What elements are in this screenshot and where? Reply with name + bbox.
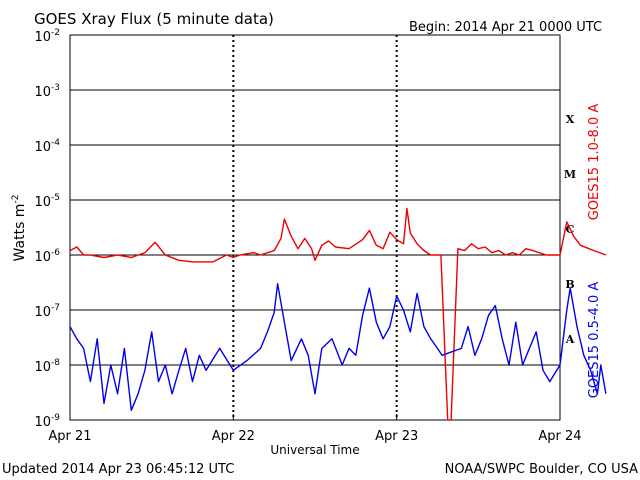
svg-text:Watts m-2: Watts m-2 (11, 195, 28, 262)
y-axis-label-text: Watts m (12, 204, 28, 262)
credit-label: NOAA/SWPC Boulder, CO USA (445, 462, 638, 477)
y-tick-label: 10-8 (34, 358, 60, 375)
plot-frame (69, 34, 561, 421)
y-tick-label: 10-5 (34, 193, 60, 210)
y-tick-label: 10-3 (34, 83, 60, 100)
y-tick-label: 10-4 (34, 138, 60, 155)
legend-series-1: GOES15 1.0-8.0 A (587, 104, 602, 221)
series-layer (69, 207, 607, 421)
x-tick-label: Apr 24 (538, 429, 581, 444)
flare-class-m: M (564, 168, 576, 181)
x-ticks: Apr 21 Apr 22 Apr 23 Apr 24 (48, 414, 582, 444)
y-tick-label: 10-2 (34, 28, 60, 45)
x-tick-label: Apr 21 (48, 429, 91, 444)
y-ticks: 10-2 10-3 10-4 10-5 10-6 10-7 10-8 10-9 (34, 28, 60, 430)
flare-class-b: B (565, 278, 574, 291)
updated-label: Updated 2014 Apr 23 06:45:12 UTC (2, 462, 234, 477)
y-axis-label: Watts m-2 (11, 195, 28, 262)
y-tick-label: 10-9 (34, 413, 60, 430)
x-axis-label: Universal Time (270, 443, 359, 457)
legend-series-2: GOES15 0.5-4.0 A (587, 282, 602, 399)
grid-layer (70, 34, 560, 421)
begin-label: Begin: 2014 Apr 21 0000 UTC (409, 20, 602, 35)
series-line-2 (69, 283, 607, 411)
y-tick-label: 10-7 (34, 303, 60, 320)
y-axis-label-exp: -2 (11, 195, 21, 204)
series-line-1 (69, 207, 607, 421)
chart-title: GOES Xray Flux (5 minute data) (34, 10, 274, 28)
x-tick-label: Apr 22 (212, 429, 255, 444)
x-tick-label: Apr 23 (375, 429, 418, 444)
flare-class-a: A (565, 333, 575, 346)
y-tick-label: 10-6 (34, 248, 60, 265)
flare-class-x: X (566, 113, 575, 126)
